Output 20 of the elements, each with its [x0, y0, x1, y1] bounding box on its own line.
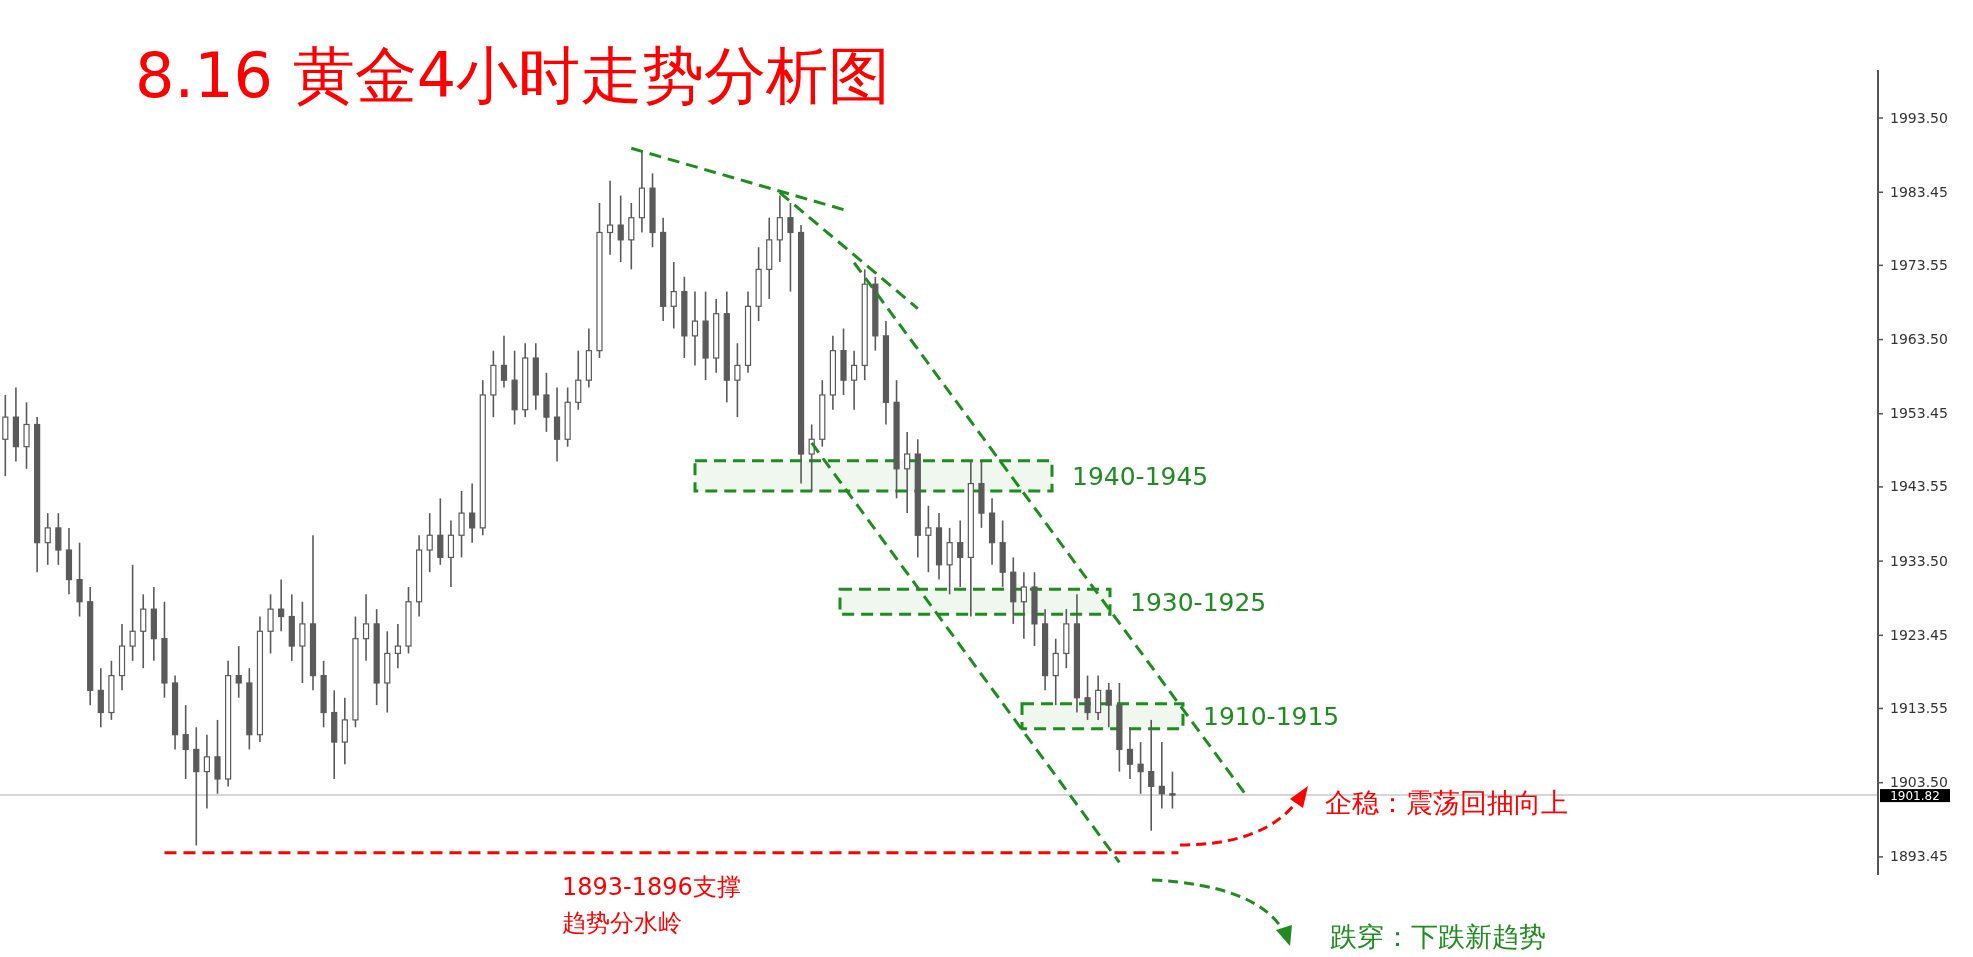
y-tick-label: 1923.45	[1890, 626, 1948, 643]
y-tick-label: 1903.50	[1890, 774, 1948, 791]
band-label: 1910-1915	[1203, 702, 1340, 732]
y-tick-label: 1933.50	[1890, 552, 1948, 569]
text: 趋势分水岭	[562, 908, 682, 937]
y-tick-label: 1893.45	[1890, 848, 1948, 865]
y-tick-label: 1993.50	[1890, 109, 1948, 126]
annotation: 企稳：震荡回抽向上	[1325, 787, 1568, 818]
chart-title: 8.16 黄金4小时走势分析图	[135, 39, 891, 112]
ref-line-label: 1893-1896支撑	[562, 872, 741, 901]
ref-line-label: 1901.82	[1890, 788, 1940, 803]
text: 跌穿：下跌新趋势	[1330, 921, 1546, 952]
y-tick-label: 1953.45	[1890, 405, 1948, 422]
y-tick-label: 1973.55	[1890, 256, 1948, 273]
y-tick-label: 1943.55	[1890, 478, 1948, 495]
y-tick-label: 1983.45	[1890, 183, 1948, 200]
band-label: 1940-1945	[1072, 461, 1209, 491]
y-tick-label: 1963.50	[1890, 331, 1948, 348]
band-label: 1930-1925	[1130, 587, 1267, 617]
y-tick-label: 1913.55	[1890, 699, 1948, 716]
